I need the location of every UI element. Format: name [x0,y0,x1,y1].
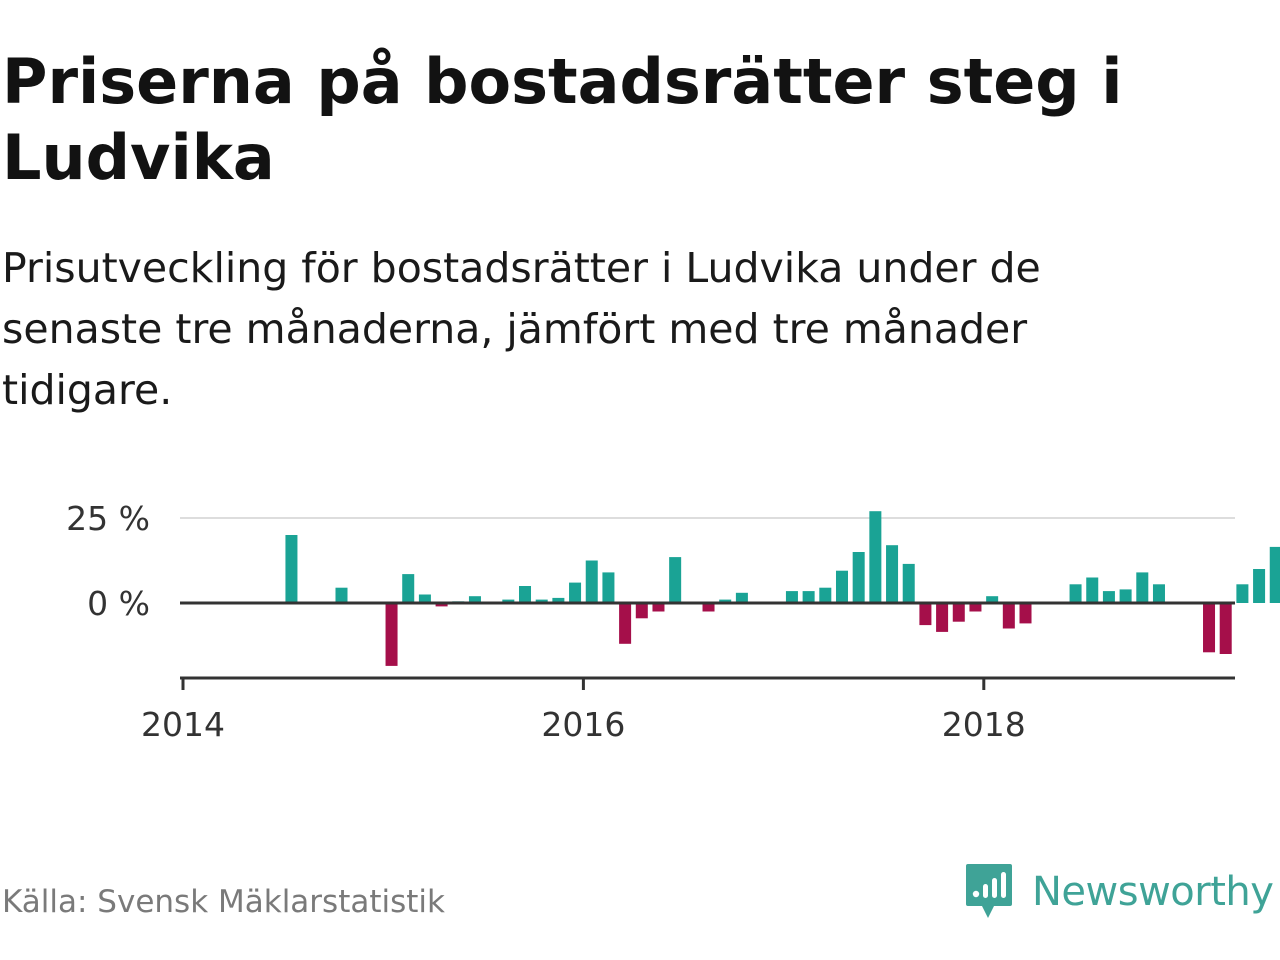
bar [1152,584,1165,603]
bar [418,594,431,603]
bar [936,603,949,632]
bar [1219,603,1232,654]
bar [1119,589,1132,603]
bar [735,592,748,603]
newsworthy-logo-icon [966,864,1012,918]
bar [585,560,598,603]
bar [1019,603,1032,624]
chart-subtitle: Prisutveckling för bostadsrätter i Ludvi… [2,244,1041,414]
bar [1002,603,1015,629]
bar [619,603,632,644]
bar [1086,577,1099,603]
bar [552,597,565,603]
brand-name: Newsworthy [1032,869,1274,915]
y-tick-label: 0 % [87,584,150,623]
bar [402,574,415,603]
bar [886,545,899,603]
bar [919,603,932,626]
x-tick-label: 2016 [541,705,625,744]
bar [952,603,965,622]
bar [468,596,481,603]
x-tick-label: 2018 [942,705,1026,744]
bar [1236,584,1249,603]
bar [1102,591,1115,603]
bar [535,599,548,603]
bar [1203,603,1216,653]
bar [785,591,798,603]
newsworthy-logo: Newsworthy [964,862,1274,922]
bar [335,587,348,603]
bar [602,572,615,603]
bar [1269,546,1280,603]
bar [502,599,515,603]
bar [285,535,298,603]
bar [986,596,999,603]
bar [802,591,815,603]
y-tick-label: 25 % [66,499,150,538]
bar [902,563,915,603]
bar [869,511,882,603]
bar [852,552,865,603]
bar [969,603,982,612]
bar [635,603,648,619]
source-note: Källa: Svensk Mäklarstatistik [2,884,445,920]
bar [702,603,715,612]
bar [1069,584,1082,603]
bar-chart: 0 %25 %2014201620182020202220243 % [66,499,1280,744]
bar [652,603,665,612]
chart-title: Priserna på bostadsrätter steg i Ludvika [2,45,1123,194]
bar [435,603,448,607]
bar [669,557,682,603]
bar [819,587,832,603]
bar [519,586,532,603]
x-tick-label: 2014 [141,705,225,744]
bar [569,582,582,603]
bar [1253,569,1266,603]
bar [385,603,398,666]
bar [1136,572,1149,603]
bar [719,599,732,603]
bar [835,570,848,603]
